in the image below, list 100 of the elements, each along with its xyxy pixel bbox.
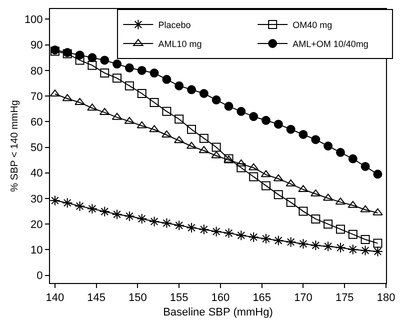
point <box>148 216 160 227</box>
y-tick-label: 40 <box>30 168 43 180</box>
x-tick-label: 155 <box>170 292 188 304</box>
x-tick-label: 170 <box>294 292 312 304</box>
point <box>174 81 184 90</box>
point <box>162 106 172 116</box>
point <box>199 134 208 143</box>
point <box>88 60 97 70</box>
point <box>372 208 383 216</box>
point <box>324 220 333 229</box>
y-tick-label: 50 <box>30 142 43 154</box>
point <box>360 205 370 212</box>
point <box>100 68 110 78</box>
point <box>298 238 309 250</box>
point <box>62 94 72 102</box>
point <box>161 218 172 228</box>
point <box>198 224 210 235</box>
point <box>100 108 110 115</box>
point <box>311 214 320 224</box>
point <box>150 68 159 78</box>
point <box>211 151 222 158</box>
point <box>224 102 234 111</box>
point <box>324 142 333 150</box>
legend-label: OM40 mg <box>292 20 332 30</box>
legend-label: Placebo <box>158 20 191 30</box>
point <box>137 89 146 98</box>
point <box>236 230 246 241</box>
x-tick-label: 150 <box>128 292 147 304</box>
point <box>298 130 308 139</box>
point <box>236 159 246 166</box>
point <box>322 241 334 252</box>
point <box>75 56 84 65</box>
point <box>236 163 246 172</box>
point <box>286 236 296 248</box>
legend-label: AML10 mg <box>158 39 202 50</box>
point <box>137 66 146 75</box>
x-tick-label: 160 <box>211 292 230 304</box>
y-tick-label: 0 <box>36 270 43 282</box>
point <box>86 203 98 214</box>
y-tick-label: 30 <box>30 193 43 206</box>
x-tick-label: 145 <box>87 292 106 304</box>
point <box>373 238 382 248</box>
y-tick-label: 80 <box>30 65 43 78</box>
point <box>75 50 84 60</box>
x-axis-title: Baseline SBP (mmHg) <box>163 306 273 318</box>
point <box>50 195 60 206</box>
point <box>360 162 370 171</box>
point <box>262 116 270 125</box>
point <box>360 234 370 244</box>
point <box>348 230 358 239</box>
point <box>248 232 259 242</box>
point <box>87 104 98 111</box>
point <box>249 172 258 182</box>
point <box>274 120 283 129</box>
point <box>62 198 73 208</box>
point <box>336 224 345 234</box>
point <box>150 98 159 107</box>
point <box>187 85 196 94</box>
x-tick-label: 175 <box>335 292 354 304</box>
point <box>348 244 358 255</box>
point <box>88 53 97 62</box>
point <box>211 226 222 237</box>
point <box>286 179 296 186</box>
point <box>162 130 172 138</box>
point <box>212 95 221 104</box>
point <box>112 60 122 69</box>
point <box>74 98 85 105</box>
point <box>262 181 270 190</box>
point <box>223 228 234 238</box>
point <box>360 245 371 256</box>
point <box>136 121 147 128</box>
point <box>199 89 208 98</box>
point <box>186 222 197 233</box>
y-tick-label: 10 <box>30 244 43 257</box>
point <box>124 63 134 72</box>
point <box>212 142 221 152</box>
x-tick-label: 140 <box>46 292 64 304</box>
point <box>236 106 246 116</box>
point <box>124 210 135 222</box>
point <box>286 198 296 207</box>
point <box>311 135 320 144</box>
point <box>174 114 184 124</box>
y-tick-label: 100 <box>24 14 43 26</box>
x-tick-label: 180 <box>376 292 396 304</box>
x-tick-label: 165 <box>252 292 272 304</box>
point <box>274 190 283 200</box>
point <box>336 148 345 157</box>
point <box>298 185 308 192</box>
point <box>124 81 134 90</box>
y-tick-label: 20 <box>30 218 43 231</box>
point <box>112 209 122 220</box>
point <box>335 242 346 253</box>
point <box>112 74 122 83</box>
y-tick-label: 70 <box>30 90 43 103</box>
point <box>249 112 258 122</box>
point <box>260 233 272 244</box>
point <box>100 56 110 65</box>
y-tick-label: 90 <box>30 40 43 52</box>
point <box>174 220 184 231</box>
legend-label: AML+OM 10/40mg <box>292 39 368 50</box>
